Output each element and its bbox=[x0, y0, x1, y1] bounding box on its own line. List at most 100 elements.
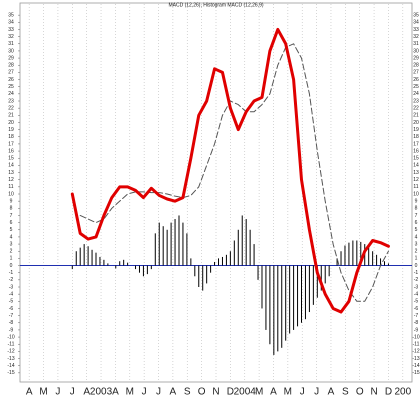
x-tick-label: M bbox=[255, 387, 263, 398]
y-tick-label: 5 bbox=[10, 227, 13, 233]
signal-line bbox=[79, 43, 389, 302]
y-tick-label: -2 bbox=[9, 277, 14, 283]
x-tick-label: A bbox=[328, 387, 335, 398]
y-tick-label-right: 22 bbox=[413, 105, 419, 111]
x-tick-label: 200 bbox=[394, 387, 411, 398]
y-tick-label-right: 32 bbox=[413, 34, 419, 40]
y-tick-label: -11 bbox=[8, 342, 15, 348]
y-tick-label: 21 bbox=[8, 113, 14, 119]
y-tick-label-right: 23 bbox=[413, 98, 419, 104]
y-tick-label: 1 bbox=[10, 256, 13, 262]
y-tick-label: 24 bbox=[8, 91, 14, 97]
y-tick-label-right: 5 bbox=[415, 227, 418, 233]
y-tick-label-right: 9 bbox=[415, 198, 418, 204]
y-tick-label-right: 20 bbox=[413, 120, 419, 126]
y-tick-label-right: 15 bbox=[413, 156, 419, 162]
y-tick-label-right: 12 bbox=[413, 177, 419, 183]
y-tick-label-right: 19 bbox=[413, 127, 419, 133]
y-tick-label-right: 33 bbox=[413, 27, 419, 33]
y-tick-label-right: 26 bbox=[413, 77, 419, 83]
y-tick-label-right: 16 bbox=[413, 148, 419, 154]
y-tick-label-right: -3 bbox=[414, 284, 419, 290]
y-tick-label: -1 bbox=[9, 270, 14, 276]
y-tick-label-right: -9 bbox=[414, 327, 419, 333]
y-tick-label-right: 30 bbox=[413, 48, 419, 54]
y-tick-label: 12 bbox=[8, 177, 14, 183]
chart-title: MACD (12,26), Histogram MACD (12,26,9) bbox=[168, 2, 263, 8]
y-tick-label-right: 25 bbox=[413, 84, 419, 90]
y-tick-label-right: -5 bbox=[414, 299, 419, 305]
y-tick-label: -8 bbox=[9, 320, 14, 326]
y-tick-label-right: 34 bbox=[413, 20, 419, 26]
y-tick-label-right: -8 bbox=[414, 320, 419, 326]
y-tick-label-right: 35 bbox=[413, 12, 419, 18]
y-tick-label: -14 bbox=[7, 363, 14, 369]
y-tick-label: 34 bbox=[8, 20, 14, 26]
y-tick-label-right: -6 bbox=[414, 306, 419, 312]
y-tick-label-right: 3 bbox=[415, 241, 418, 247]
x-tick-label: A bbox=[170, 387, 177, 398]
x-tick-label: O bbox=[198, 387, 206, 398]
y-tick-label-right: -14 bbox=[412, 363, 419, 369]
y-tick-label: -10 bbox=[7, 334, 14, 340]
y-tick-label: 15 bbox=[8, 156, 14, 162]
y-tick-label: -15 bbox=[7, 370, 14, 376]
y-tick-label: -12 bbox=[7, 349, 14, 355]
y-tick-label: 28 bbox=[8, 63, 14, 69]
y-tick-label: 4 bbox=[10, 234, 13, 240]
plot-frame bbox=[19, 2, 413, 383]
y-tick-label-right: 10 bbox=[413, 191, 419, 197]
y-tick-label: 13 bbox=[8, 170, 14, 176]
y-tick-label-right: 31 bbox=[413, 41, 419, 47]
y-tick-label: 8 bbox=[10, 206, 13, 212]
x-tick-label: 2003 bbox=[90, 387, 113, 398]
y-tick-label: 26 bbox=[8, 77, 14, 83]
y-tick-label: -9 bbox=[9, 327, 14, 333]
y-tick-label: 27 bbox=[8, 70, 14, 76]
y-tick-label-right: 13 bbox=[413, 170, 419, 176]
x-tick-label: J bbox=[70, 387, 75, 398]
y-tick-label-right: -13 bbox=[412, 356, 419, 362]
y-tick-label-right: -12 bbox=[412, 349, 419, 355]
x-tick-label: J bbox=[156, 387, 161, 398]
y-tick-label-right: 11 bbox=[413, 184, 418, 190]
x-tick-label: D bbox=[227, 387, 234, 398]
y-tick-label: 0 bbox=[10, 263, 13, 269]
y-tick-label: 7 bbox=[10, 213, 13, 219]
x-tick-label: A bbox=[83, 387, 90, 398]
y-tick-label-right: -10 bbox=[412, 334, 419, 340]
y-tick-label: 3 bbox=[10, 241, 13, 247]
y-tick-label: 6 bbox=[10, 220, 13, 226]
y-tick-label: 18 bbox=[8, 134, 14, 140]
y-tick-label-right: 1 bbox=[415, 256, 418, 262]
y-tick-label: 32 bbox=[8, 34, 14, 40]
y-tick-label: -4 bbox=[9, 291, 14, 297]
y-tick-label-right: 4 bbox=[415, 234, 418, 240]
x-tick-label: S bbox=[184, 387, 191, 398]
y-tick-label-right: 14 bbox=[413, 163, 419, 169]
y-tick-label-right: 17 bbox=[413, 141, 419, 147]
x-tick-label: S bbox=[342, 387, 349, 398]
y-tick-label: 22 bbox=[8, 105, 14, 111]
y-tick-label: 9 bbox=[10, 198, 13, 204]
y-tick-label: 2 bbox=[10, 249, 13, 255]
x-tick-label: M bbox=[126, 387, 134, 398]
x-tick-label: J bbox=[142, 387, 147, 398]
y-tick-label-right: -15 bbox=[412, 370, 419, 376]
y-tick-label: 10 bbox=[8, 191, 14, 197]
x-tick-label: O bbox=[356, 387, 364, 398]
x-tick-label: A bbox=[26, 387, 33, 398]
x-tick-label: N bbox=[370, 387, 377, 398]
x-tick-label: A bbox=[270, 387, 277, 398]
y-tick-label-right: -11 bbox=[413, 342, 420, 348]
y-tick-label: 23 bbox=[8, 98, 14, 104]
y-tick-label: -6 bbox=[9, 306, 14, 312]
y-tick-label-right: -4 bbox=[414, 291, 419, 297]
y-tick-label-right: 0 bbox=[415, 263, 418, 269]
macd-line bbox=[70, 27, 390, 314]
y-tick-label: 11 bbox=[8, 184, 13, 190]
x-tick-label: D bbox=[385, 387, 392, 398]
